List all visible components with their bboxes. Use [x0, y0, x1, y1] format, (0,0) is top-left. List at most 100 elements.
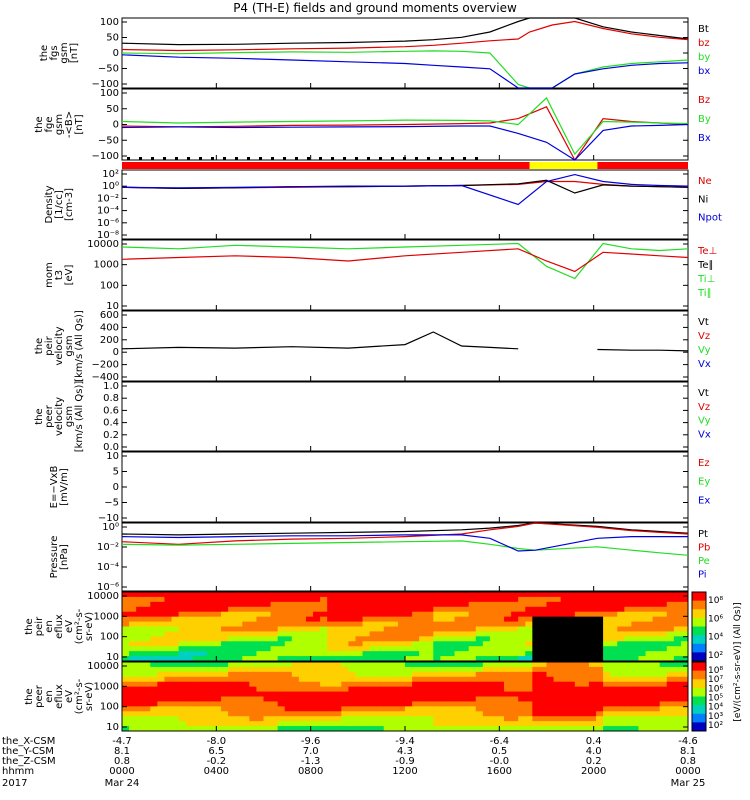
heatmap-cell: [313, 711, 321, 717]
heatmap-cell: [666, 636, 675, 642]
heatmap-cell: [362, 626, 371, 632]
heatmap-cell: [199, 666, 208, 673]
heatmap-cell: [461, 696, 470, 702]
heatmap-cell: [129, 686, 137, 693]
heatmap-cell: [433, 606, 441, 613]
heatmap-cell: [206, 656, 215, 662]
heatmap-cell: [433, 711, 441, 717]
heatmap-cell: [143, 656, 151, 662]
heatmap-cell: [298, 686, 307, 693]
heatmap-cell: [659, 706, 668, 712]
heatmap-cell: [454, 681, 463, 688]
heatmap-cell: [511, 711, 519, 717]
heatmap-cell: [334, 711, 342, 717]
heatmap-cell: [666, 681, 675, 688]
heatmap-cell: [405, 656, 413, 662]
heatmap-cell: [673, 616, 682, 623]
heatmap-cell: [376, 611, 385, 618]
heatmap-cell: [157, 711, 165, 717]
heatmap-cell: [405, 666, 413, 673]
heatmap-cell: [143, 626, 151, 632]
heatmap-cell: [298, 676, 307, 683]
heatmap-cell: [185, 701, 194, 707]
heatmap-cell: [475, 666, 484, 673]
heatmap-cell: [122, 681, 130, 688]
heatmap-cell: [624, 636, 632, 642]
heatmap-cell: [122, 611, 130, 618]
heatmap-cell: [574, 666, 583, 673]
heatmap-cell: [447, 656, 456, 662]
heatmap-cell: [171, 676, 180, 683]
heatmap-cell: [171, 686, 180, 693]
heatmap-cell: [645, 616, 654, 623]
heatmap-cell: [284, 656, 293, 662]
heatmap-cell: [440, 651, 448, 657]
heatmap-cell: [122, 651, 130, 657]
heatmap-cell: [560, 662, 569, 668]
heatmap-cell: [673, 592, 682, 598]
heatmap-cell: [369, 641, 378, 647]
heatmap-cell: [673, 696, 682, 702]
heatmap-cell: [376, 631, 385, 637]
heatmap-cell: [603, 726, 611, 732]
heatmap-cell: [447, 601, 456, 608]
heatmap-cell: [673, 721, 682, 727]
heatmap-cell: [397, 671, 406, 678]
heatmap-cell: [305, 676, 314, 683]
heatmap-cell: [482, 716, 491, 722]
heatmap-cell: [581, 646, 590, 652]
heatmap-cell: [645, 596, 654, 603]
heatmap-cell: [178, 611, 187, 618]
heatmap-cell: [610, 611, 618, 618]
heatmap-cell: [511, 626, 519, 632]
colorbar-tick: 10³: [708, 712, 723, 722]
heatmap-cell: [348, 726, 356, 732]
heatmap-cell: [129, 716, 137, 722]
legend-p6: Vt: [698, 388, 709, 399]
heatmap-cell: [270, 636, 279, 642]
heatmap-cell: [327, 676, 335, 683]
heatmap-cell: [341, 716, 349, 722]
heatmap-cell: [666, 596, 675, 603]
heatmap-cell: [362, 716, 371, 722]
heatmap-cell: [412, 691, 420, 697]
heatmap-cell: [256, 636, 264, 642]
heatmap-cell: [157, 641, 165, 647]
heatmap-cell: [192, 686, 201, 693]
heatmap-cell: [638, 721, 647, 727]
heatmap-cell: [199, 662, 208, 668]
heatmap-cell: [482, 666, 491, 673]
heatmap-cell: [263, 646, 272, 652]
heatmap-cell: [504, 636, 512, 642]
heatmap-cell: [291, 631, 300, 637]
heatmap-cell: [284, 676, 293, 683]
heatmap-cell: [270, 616, 279, 623]
heatmap-cell: [645, 701, 654, 707]
heatmap-cell: [617, 631, 625, 637]
heatmap-cell: [277, 676, 286, 683]
heatmap-cell: [624, 616, 632, 623]
heatmap-cell: [171, 696, 180, 702]
heatmap-cell: [136, 726, 144, 732]
heatmap-cell: [221, 656, 229, 662]
heatmap-cell: [249, 636, 257, 642]
xaxis-value: 1600: [487, 766, 512, 777]
heatmap-cell: [341, 671, 349, 678]
status-tick: [199, 157, 202, 160]
heatmap-cell: [192, 681, 201, 688]
heatmap-cell: [532, 691, 540, 697]
heatmap-cell: [327, 641, 335, 647]
ylabel-p6: velocity: [54, 397, 65, 436]
heatmap-cell: [518, 681, 526, 688]
heatmap-cell: [291, 676, 300, 683]
heatmap-cell: [659, 651, 668, 657]
heatmap-cell: [305, 646, 314, 652]
heatmap-cell: [546, 716, 555, 722]
xaxis-value: -6.4: [490, 736, 510, 747]
heatmap-cell: [489, 666, 498, 673]
heatmap-cell: [596, 592, 604, 598]
heatmap-cell: [496, 666, 505, 673]
heatmap-cell: [659, 626, 668, 632]
heatmap-cell: [249, 631, 257, 637]
heatmap-cell: [199, 636, 208, 642]
